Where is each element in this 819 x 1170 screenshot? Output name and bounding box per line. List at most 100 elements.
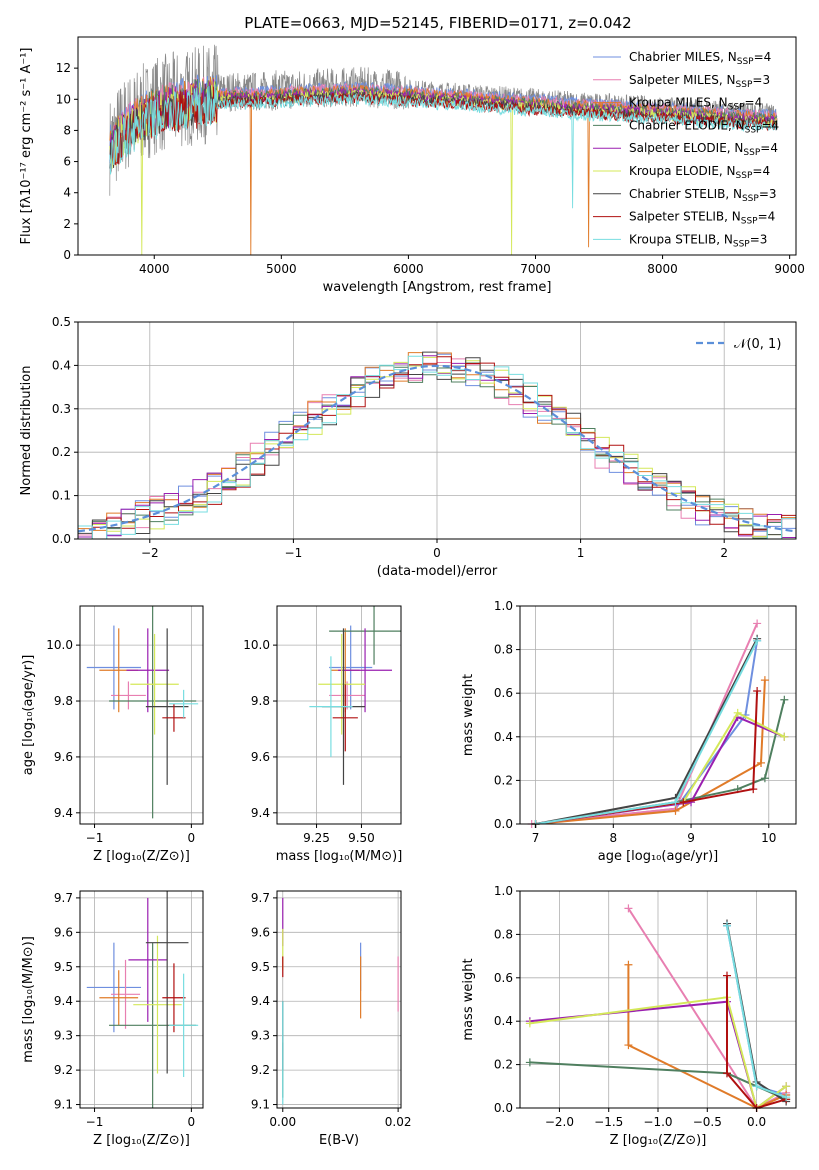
y-tick-label: 9.8 — [54, 694, 73, 708]
x-tick-label: 9.50 — [348, 831, 375, 845]
weight-marker — [679, 798, 688, 807]
x-tick-label: 9000 — [774, 262, 805, 276]
axes-frame — [276, 890, 402, 1109]
x-tick-label: 1 — [577, 546, 585, 560]
y-tick-label: 9.1 — [251, 1098, 270, 1112]
legend-label: Salpeter STELIB, NSSP=4 — [629, 210, 775, 227]
weight-marker — [723, 971, 731, 980]
weight-marker — [760, 774, 769, 783]
weight-marker — [624, 960, 633, 969]
y-tick-label: 9.1 — [54, 1098, 73, 1112]
axes-frame — [519, 605, 797, 825]
y-tick-label: 0.0 — [52, 532, 71, 546]
mass-vs-ebv-panel: 0.00 0.02 9.1 9.2 9.3 9.4 9.5 9.6 9.7 E(B-V) — [251, 890, 411, 1148]
y-tick-label: 0.8 — [494, 643, 513, 657]
y-axis-label: mass weight — [461, 958, 476, 1040]
y-tick-label: 9.6 — [251, 750, 270, 764]
y-tick-label: 1.0 — [494, 599, 513, 613]
weight-marker — [753, 687, 762, 696]
x-tick-label: 2 — [720, 546, 728, 560]
axes-frame — [77, 36, 797, 256]
legend-count: =4 — [754, 50, 772, 64]
model-spectrum-kroupa-stelib — [109, 84, 778, 209]
x-tick-label: −1.0 — [643, 1115, 672, 1129]
weight-line — [627, 907, 787, 1108]
weight-marker — [733, 708, 742, 717]
y-tick-label: 8 — [63, 123, 71, 137]
legend-label: Kroupa STELIB, NSSP=3 — [629, 232, 767, 249]
y-tick-label: 9.6 — [54, 750, 73, 764]
legend-label: Chabrier MILES, NSSP=4 — [629, 50, 771, 67]
y-tick-label: 9.6 — [54, 925, 73, 939]
x-tick-label: 7000 — [520, 262, 551, 276]
x-axis-label: mass [log₁₀(M/M⊙)] — [276, 849, 403, 864]
weight-marker — [723, 921, 731, 930]
y-tick-label: 9.3 — [251, 1029, 270, 1043]
x-axis-label: (data-model)/error — [377, 564, 498, 579]
y-tick-label: 9.4 — [251, 994, 270, 1008]
legend-subscript: SSP — [736, 80, 753, 90]
y-tick-label: 9.7 — [54, 891, 73, 905]
legend-count: =4 — [761, 118, 779, 132]
weight-marker — [757, 758, 766, 767]
weight-line — [535, 640, 759, 824]
weight-marker — [624, 904, 633, 913]
x-tick-label: −1 — [86, 1115, 104, 1129]
weight-marker — [671, 798, 680, 807]
y-tick-label: 0.6 — [494, 686, 513, 700]
residual-histogram-kroupa-stelib — [78, 355, 796, 539]
y-tick-label: 9.2 — [54, 1063, 73, 1077]
x-tick-label: 9.25 — [303, 831, 330, 845]
y-tick-label: 2 — [63, 217, 71, 231]
weight-marker — [525, 1019, 534, 1028]
weight-marker — [782, 1082, 791, 1091]
legend-subscript: SSP — [743, 148, 760, 158]
y-tick-label: 6 — [63, 155, 71, 169]
axes-frame — [79, 605, 204, 825]
x-tick-label: −1.5 — [594, 1115, 623, 1129]
y-axis-label: Flux [fλ10⁻¹⁷ erg cm⁻² s⁻¹ A⁻¹] — [19, 48, 34, 245]
weight-line — [535, 638, 758, 824]
y-tick-label: 9.2 — [251, 1063, 270, 1077]
weight-marker — [723, 1069, 731, 1078]
x-tick-label: 0.0 — [747, 1115, 766, 1129]
y-tick-label: 0 — [63, 248, 71, 262]
y-tick-label: 0.4 — [52, 358, 71, 372]
weight-marker — [782, 1093, 791, 1102]
y-tick-label: 0.3 — [52, 402, 71, 416]
x-axis-label: age [log₁₀(age/yr)] — [598, 849, 719, 864]
x-tick-label: 9 — [687, 831, 695, 845]
legend-label: 𝒩(0, 1) — [734, 337, 781, 352]
legend-count: =4 — [760, 141, 778, 155]
weight-line — [529, 996, 787, 1108]
y-tick-label: 0.4 — [494, 730, 513, 744]
x-tick-label: −0.5 — [693, 1115, 722, 1129]
spectrum-panel: 4000 5000 6000 7000 8000 9000 0 2 4 6 8 10 12 wavelen… — [19, 36, 805, 295]
weight-vs-age-panel: 7 8 9 10 0.0 0.2 0.4 0.6 0.8 1.0 age [log₁₀(age/yr… — [461, 599, 797, 864]
y-tick-label: 9.7 — [251, 891, 270, 905]
x-tick-label: 5000 — [266, 262, 297, 276]
axes-frame — [276, 605, 402, 825]
x-tick-label: 0 — [433, 546, 441, 560]
x-axis-label: Z [log₁₀(Z/Z⊙)] — [610, 1133, 707, 1148]
weight-marker — [752, 1082, 761, 1091]
y-axis-label: mass weight — [461, 674, 476, 756]
y-tick-label: 9.8 — [251, 694, 270, 708]
y-tick-label: 1.0 — [494, 884, 513, 898]
x-tick-label: 8 — [609, 831, 617, 845]
legend-subscript: SSP — [728, 103, 745, 113]
weight-line — [627, 964, 787, 1108]
age-vs-mass-panel: 9.25 9.50 9.4 9.6 9.8 10.0 mass [log₁₀(M/M⊙)] — [243, 605, 403, 864]
weight-line — [535, 640, 758, 824]
y-tick-label: 0.1 — [52, 489, 71, 503]
legend-count: =3 — [759, 187, 777, 201]
legend-subscript: SSP — [736, 171, 753, 181]
x-tick-label: 0 — [188, 1115, 196, 1129]
y-tick-label: 12 — [56, 61, 71, 75]
x-tick-label: 6000 — [393, 262, 424, 276]
y-tick-label: 10.0 — [243, 638, 270, 652]
legend-count: =3 — [750, 232, 768, 246]
model-spectrum-salpeter-elodie — [109, 79, 778, 164]
y-tick-label: 9.3 — [54, 1029, 73, 1043]
